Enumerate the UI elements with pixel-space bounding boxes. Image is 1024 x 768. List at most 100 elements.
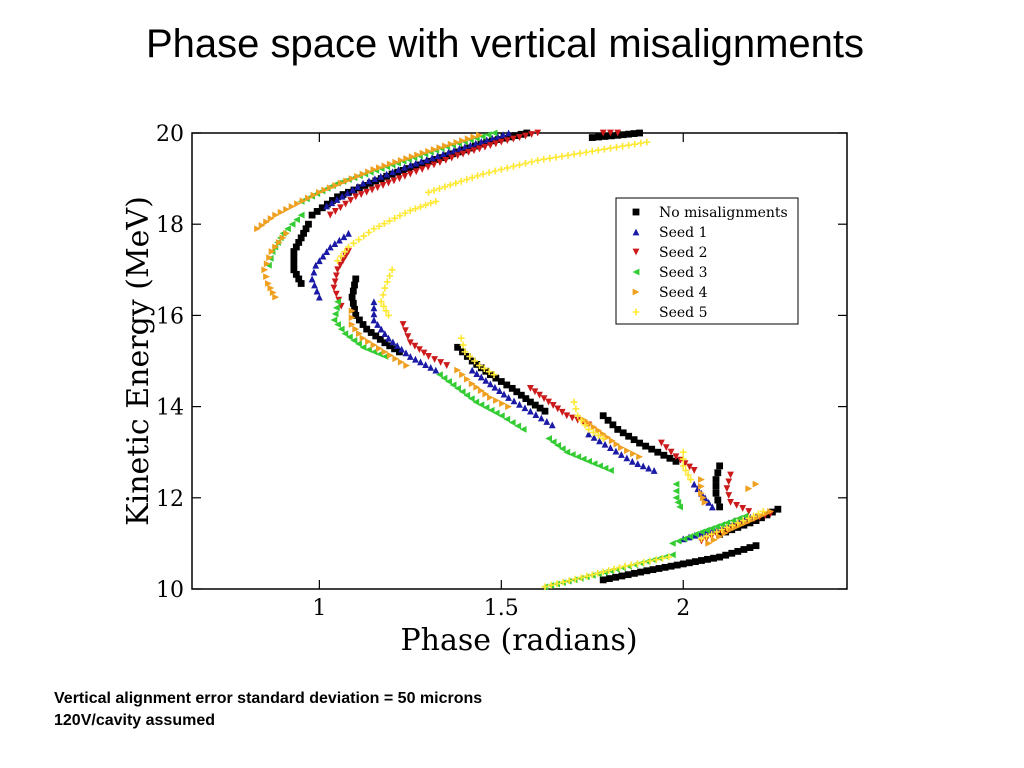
data-point	[479, 170, 487, 178]
data-point	[497, 138, 505, 146]
data-point	[411, 342, 419, 350]
data-points	[254, 129, 782, 591]
data-point	[311, 281, 318, 289]
data-point	[643, 138, 651, 146]
data-point	[381, 339, 389, 347]
data-point	[599, 129, 607, 137]
data-point	[636, 129, 643, 137]
data-point	[482, 390, 490, 398]
data-point	[534, 156, 542, 164]
data-point	[352, 312, 360, 319]
data-point	[425, 353, 432, 360]
data-point	[582, 148, 590, 156]
data-point	[349, 186, 357, 194]
data-point	[427, 199, 435, 207]
data-point	[510, 163, 517, 170]
data-point	[571, 575, 579, 583]
data-point	[581, 416, 589, 424]
data-point	[565, 577, 573, 585]
data-point	[363, 325, 371, 333]
legend: No misalignments Seed 1 Seed 2 Seed 3 Seed 4…	[615, 197, 799, 325]
data-point	[682, 467, 690, 474]
data-point	[345, 229, 352, 237]
data-point	[679, 455, 687, 463]
y-tick-label: 16	[156, 304, 184, 329]
data-point	[674, 498, 682, 506]
data-point	[522, 395, 530, 403]
data-point	[448, 154, 456, 162]
data-point	[493, 397, 500, 404]
data-point	[482, 404, 490, 411]
data-point	[497, 166, 505, 173]
data-point	[471, 357, 479, 365]
data-point	[558, 445, 566, 453]
data-point	[579, 455, 587, 463]
data-point	[612, 573, 620, 581]
data-point	[473, 361, 481, 368]
data-point	[397, 156, 405, 164]
data-point	[698, 557, 705, 564]
data-point	[494, 133, 502, 140]
data-point	[323, 202, 331, 210]
data-point	[490, 371, 498, 379]
data-point	[739, 505, 747, 512]
data-point	[708, 503, 716, 511]
data-point	[492, 374, 500, 382]
data-point	[377, 325, 385, 333]
data-point	[370, 304, 378, 312]
data-point	[745, 485, 753, 493]
data-point	[330, 284, 338, 292]
data-point	[508, 419, 516, 426]
data-point	[398, 345, 405, 353]
data-point	[488, 134, 496, 142]
data-point	[733, 502, 741, 509]
data-point	[432, 198, 440, 205]
data-point	[293, 216, 301, 224]
data-point	[728, 549, 736, 557]
data-point	[552, 153, 560, 161]
data-point	[698, 483, 705, 490]
data-point	[310, 191, 318, 199]
data-point	[508, 384, 516, 392]
data-point	[614, 129, 622, 137]
data-point	[352, 275, 360, 283]
data-point	[549, 438, 557, 446]
data-point	[470, 147, 478, 155]
data-point	[599, 576, 607, 584]
data-point	[601, 464, 609, 472]
data-point	[443, 362, 451, 369]
data-point	[338, 192, 346, 200]
data-point	[674, 537, 682, 545]
data-point	[517, 391, 525, 399]
data-point	[295, 239, 303, 246]
data-point	[712, 489, 720, 497]
data-point	[335, 236, 343, 244]
data-point	[379, 182, 387, 189]
data-point	[297, 211, 305, 219]
data-point	[386, 272, 394, 280]
data-point	[588, 147, 596, 155]
data-point	[392, 355, 400, 363]
data-point	[427, 363, 435, 371]
data-point	[370, 316, 378, 324]
data-point	[419, 149, 427, 157]
data-point	[527, 384, 534, 392]
data-point	[718, 521, 726, 529]
data-point	[625, 141, 633, 149]
data-point	[463, 176, 471, 183]
data-point	[650, 467, 658, 474]
data-point	[416, 346, 423, 353]
data-point	[284, 225, 291, 233]
legend-label: No misalignments	[659, 205, 788, 221]
data-point	[254, 225, 261, 233]
data-point	[425, 147, 432, 155]
data-point	[397, 358, 405, 366]
data-point	[454, 384, 462, 392]
data-point	[554, 441, 562, 449]
data-point	[491, 383, 499, 391]
data-point	[510, 135, 517, 143]
data-point	[300, 229, 307, 237]
data-point	[359, 343, 367, 351]
data-point	[492, 140, 500, 148]
data-point	[467, 395, 475, 403]
